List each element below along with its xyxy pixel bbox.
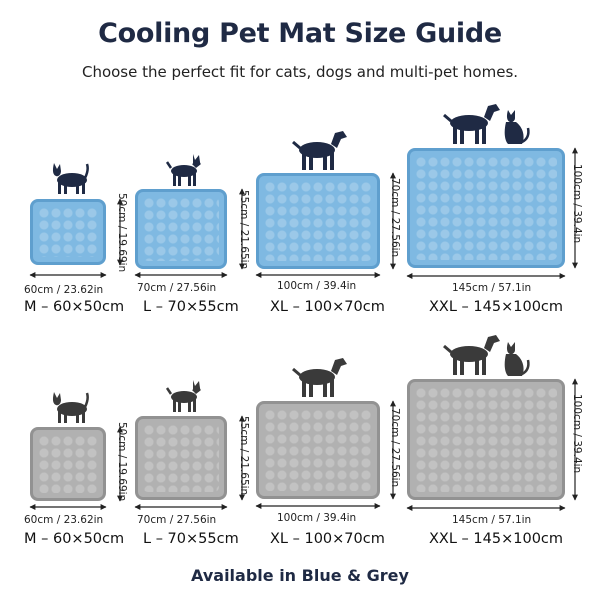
size-label-grey-m: M – 60×50cm (24, 531, 125, 547)
cat-icon (504, 110, 530, 144)
width-label-grey-l: 70cm / 27.56in (137, 514, 217, 526)
dog-icon (292, 358, 347, 397)
dog-icon (292, 131, 347, 170)
mat-grey-l (135, 416, 227, 500)
size-label-blue-m: M – 60×50cm (24, 299, 125, 315)
size-label-grey-l: L – 70×55cm (143, 531, 239, 547)
size-label-grey-xl: XL – 100×70cm (270, 531, 385, 547)
cat-icon (52, 163, 89, 194)
size-label-blue-l: L – 70×55cm (143, 299, 239, 315)
width-label-blue-l: 70cm / 27.56in (137, 282, 217, 294)
size-label-blue-xl: XL – 100×70cm (270, 299, 385, 315)
small-dog-icon (165, 154, 201, 186)
availability-note: Available in Blue & Grey (191, 566, 409, 585)
dog-icon (443, 104, 500, 144)
size-label-blue-xxl: XXL – 145×100cm (429, 299, 564, 315)
dog-icon (443, 335, 500, 375)
page-subtitle: Choose the perfect fit for cats, dogs an… (81, 63, 519, 81)
mat-grey-xxl (407, 379, 565, 500)
cat-icon (52, 392, 89, 423)
width-label-grey-xxl: 145cm / 57.1in (452, 514, 532, 526)
cat-icon (504, 342, 530, 376)
size-label-grey-xxl: XXL – 145×100cm (429, 531, 564, 547)
small-dog-icon (165, 380, 201, 412)
width-label-grey-m: 60cm / 23.62in (24, 514, 104, 526)
width-label-grey-xl: 100cm / 39.4in (277, 512, 357, 524)
width-label-blue-m: 60cm / 23.62in (24, 284, 104, 296)
page-title: Cooling Pet Mat Size Guide (98, 18, 502, 49)
mat-blue-xl (256, 173, 380, 269)
mat-blue-l (135, 189, 227, 269)
mat-grey-m (30, 427, 106, 501)
mat-blue-xxl (407, 148, 565, 268)
width-label-blue-xxl: 145cm / 57.1in (452, 282, 532, 294)
mat-blue-m (30, 199, 106, 265)
mat-grey-xl (256, 401, 380, 499)
width-label-blue-xl: 100cm / 39.4in (277, 280, 357, 292)
